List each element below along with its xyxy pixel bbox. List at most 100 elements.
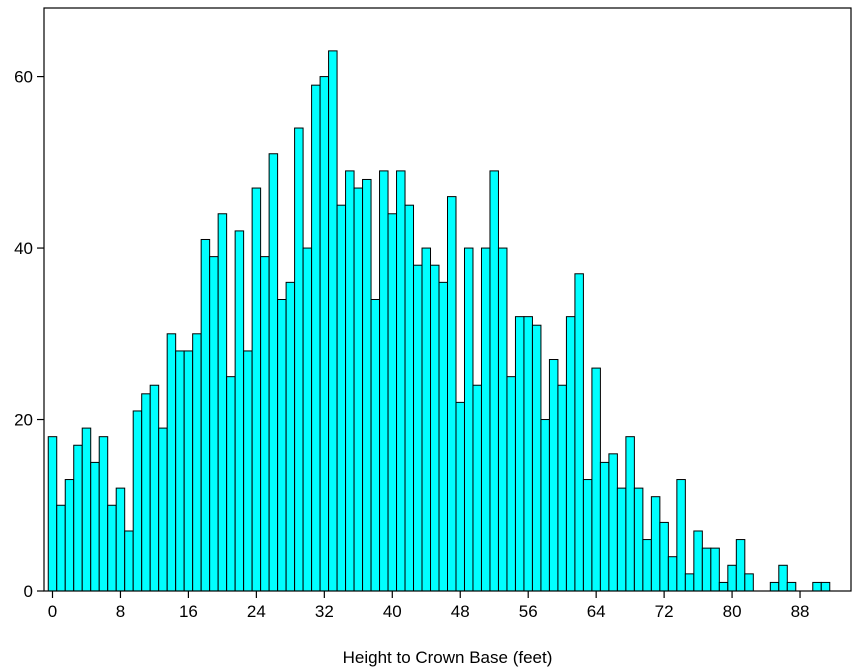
bar	[362, 178, 372, 592]
x-axis-title: Height to Crown Base (feet)	[343, 648, 553, 667]
bar	[676, 479, 686, 592]
bar	[260, 256, 270, 592]
bar	[90, 461, 100, 592]
bar	[226, 376, 236, 592]
bar	[81, 427, 92, 592]
x-tick-label: 0	[48, 602, 57, 621]
bar	[56, 504, 66, 592]
bar	[531, 324, 542, 592]
bar	[277, 299, 287, 592]
bar	[353, 187, 364, 592]
bar	[107, 504, 117, 592]
bar	[430, 264, 440, 592]
bar	[319, 76, 330, 592]
bars	[47, 50, 831, 592]
bar	[506, 376, 516, 592]
bar	[447, 196, 457, 592]
bar	[141, 393, 151, 592]
bar	[820, 581, 831, 592]
bar	[217, 213, 228, 592]
bar	[379, 170, 389, 592]
bar	[710, 547, 720, 592]
bar	[243, 350, 253, 592]
bar	[404, 204, 415, 592]
bar	[421, 247, 432, 592]
bar	[124, 530, 134, 592]
bar	[565, 316, 576, 592]
bar	[472, 384, 482, 592]
bar	[812, 581, 822, 592]
bar	[166, 333, 177, 592]
bar	[183, 350, 194, 592]
bar	[650, 496, 661, 592]
bar	[591, 367, 601, 592]
bar	[735, 539, 746, 592]
bar	[209, 256, 219, 592]
plot-frame	[43, 7, 852, 592]
bar	[234, 230, 245, 592]
bar	[480, 247, 491, 592]
y-tick-label: 40	[14, 239, 33, 258]
x-tick-label: 24	[247, 602, 266, 621]
bar	[667, 556, 678, 592]
bar	[608, 453, 618, 592]
x-tick-label: 64	[587, 602, 606, 621]
bar	[73, 444, 83, 592]
bar	[514, 316, 525, 592]
bar	[98, 436, 109, 592]
bar	[268, 153, 279, 592]
x-tick-label: 32	[315, 602, 334, 621]
x-tick-label: 80	[723, 602, 742, 621]
x-tick-label: 40	[383, 602, 402, 621]
bar	[693, 530, 703, 592]
bar	[64, 479, 75, 592]
bar	[158, 427, 168, 592]
x-tick-label: 16	[179, 602, 198, 621]
bar	[115, 487, 126, 592]
x-axis: 0 8 16 24 32 40 48 56 64 72 80 88	[48, 591, 810, 621]
bar	[336, 204, 347, 592]
x-tick-label: 88	[791, 602, 810, 621]
bar	[582, 479, 593, 592]
bar	[642, 539, 652, 592]
bar	[413, 264, 423, 592]
bar	[251, 187, 262, 592]
bar	[769, 581, 780, 592]
bar	[396, 170, 406, 592]
bar	[659, 521, 669, 592]
bar	[625, 436, 635, 592]
bar	[285, 281, 296, 592]
bar	[463, 247, 474, 592]
bar	[540, 419, 550, 592]
bar	[311, 84, 321, 592]
bar	[701, 547, 712, 592]
bar	[599, 461, 610, 592]
bar	[523, 316, 533, 592]
bar	[294, 127, 304, 592]
x-tick-label: 56	[519, 602, 538, 621]
bar	[557, 384, 567, 592]
bar	[684, 573, 695, 592]
bar	[132, 410, 143, 592]
y-axis: 0 20 40 60	[14, 68, 44, 601]
bar	[149, 384, 160, 592]
bar	[438, 281, 448, 592]
bar	[328, 50, 338, 592]
bar	[370, 299, 381, 592]
bar	[574, 273, 584, 592]
bar	[778, 564, 788, 592]
y-tick-label: 0	[24, 582, 33, 601]
bar	[387, 213, 398, 592]
x-tick-label: 72	[655, 602, 674, 621]
bar	[744, 573, 754, 592]
bar	[345, 170, 355, 592]
y-tick-label: 60	[14, 68, 33, 87]
x-tick-label: 48	[451, 602, 470, 621]
bar	[633, 487, 644, 592]
bar	[786, 581, 797, 592]
bar	[192, 333, 202, 592]
bar	[497, 247, 508, 592]
bar	[727, 564, 737, 592]
bar	[302, 247, 313, 592]
